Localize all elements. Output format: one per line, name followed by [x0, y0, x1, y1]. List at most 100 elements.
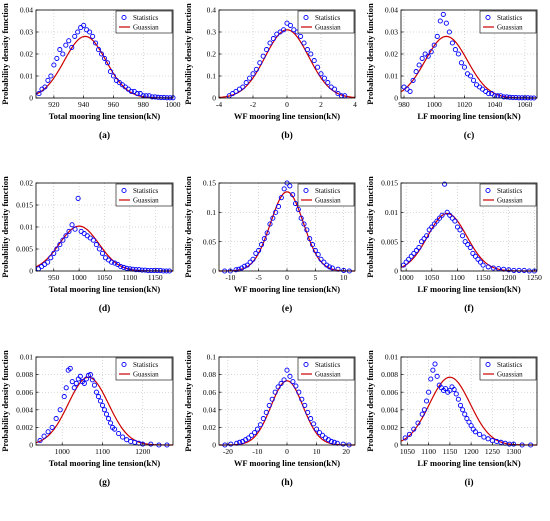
statistics-point	[403, 259, 409, 265]
legend: Statistics Guassian	[297, 183, 355, 207]
statistics-point	[298, 33, 304, 39]
statistics-point	[61, 394, 67, 400]
statistics-point	[321, 259, 327, 265]
y-tick-label: 0.08	[203, 370, 216, 379]
statistics-point	[423, 398, 430, 404]
statistics-point	[304, 227, 310, 233]
legend-fit-label: Guassian	[133, 197, 159, 205]
legend: Statistics Guassian	[115, 357, 173, 381]
statistics-point	[299, 396, 305, 402]
statistics-point	[428, 376, 434, 382]
statistics-point	[335, 91, 341, 97]
x-tick-label: 1000	[399, 273, 414, 282]
y-tick-label: 0.04	[20, 6, 33, 15]
statistics-point	[140, 441, 146, 447]
statistics-point	[270, 215, 276, 221]
statistics-point	[230, 91, 236, 97]
x-tick-label: 1200	[464, 447, 479, 456]
statistics-point	[57, 407, 63, 413]
statistics-point	[51, 62, 57, 68]
axes-frame	[35, 356, 174, 446]
panel-caption: (c)	[464, 130, 475, 141]
statistics-point	[264, 47, 270, 53]
statistics-point	[118, 264, 124, 270]
statistics-point	[91, 382, 97, 388]
statistics-point	[315, 252, 321, 258]
x-axis-label: WF mooring line tension(kN)	[234, 111, 340, 121]
y-axis-label: Probability density function	[365, 176, 375, 278]
statistics-point	[315, 64, 321, 70]
statistics-point	[107, 69, 114, 75]
statistics-point	[45, 77, 51, 83]
legend-fit-label: Guassian	[315, 197, 341, 205]
statistics-point	[90, 237, 96, 243]
x-tick-label: -2	[250, 100, 256, 109]
x-axis-label: LF mooring line tension(kN)	[417, 284, 521, 294]
statistics-point	[142, 267, 148, 273]
statistics-point	[89, 377, 95, 383]
statistics-point	[112, 260, 118, 266]
y-tick-label: 0.3	[207, 28, 217, 37]
statistics-point	[71, 385, 77, 391]
statistics-point	[447, 212, 453, 218]
statistics-point	[464, 416, 470, 422]
statistics-point	[240, 84, 246, 90]
statistics-point	[81, 22, 87, 28]
statistics-point	[253, 66, 259, 72]
statistics-point	[149, 94, 155, 100]
y-tick-label: 0.02	[385, 50, 398, 59]
statistics-point	[81, 380, 87, 386]
legend-statistics-label: Statistics	[497, 187, 523, 195]
x-tick-label: 950	[48, 273, 60, 282]
statistics-point	[157, 268, 163, 274]
legend-statistics-marker	[485, 14, 491, 21]
statistics-point	[410, 77, 416, 83]
statistics-point	[511, 441, 517, 447]
statistics-point	[278, 380, 284, 386]
legend-statistics-marker	[303, 187, 309, 194]
legend-fit-label: Guassian	[315, 371, 341, 379]
statistics-point	[290, 192, 296, 198]
x-tick-label: -5	[256, 273, 262, 282]
statistics-point	[93, 242, 99, 248]
y-tick-label: 0	[394, 267, 398, 276]
statistics-point	[437, 18, 443, 24]
statistics-point	[513, 95, 519, 101]
chart-panel-e: -10 -5 0 5 10 0 0.05 0.1 0.15 WF mooring line ten…	[183, 176, 356, 314]
y-axis-label: Probability density function	[183, 176, 193, 278]
axes-frame	[400, 182, 538, 272]
statistics-point	[443, 20, 449, 26]
statistics-point	[431, 221, 437, 227]
statistics-point	[460, 407, 466, 413]
x-tick-label: 10	[340, 273, 348, 282]
panel-caption: (g)	[99, 477, 110, 488]
statistics-point	[485, 436, 491, 442]
statistics-point	[36, 91, 42, 97]
statistics-point	[148, 441, 154, 447]
statistics-point	[506, 267, 512, 273]
legend-statistics-label: Statistics	[133, 187, 159, 195]
statistics-point	[151, 268, 157, 274]
chart-panel-g: 1000 1100 1200 0 0.002 0.004 0.006 0.008 0.01 Tot…	[0, 350, 174, 488]
statistics-point	[272, 389, 278, 395]
statistics-point	[95, 47, 102, 53]
y-axis-label: Probability density function	[183, 3, 193, 105]
statistics-point	[510, 95, 516, 101]
statistics-point	[116, 431, 122, 437]
statistics-point	[107, 420, 114, 426]
statistics-point	[416, 62, 422, 68]
statistics-point	[41, 433, 47, 439]
y-tick-label: 0	[394, 441, 398, 450]
x-tick-label: 0	[285, 100, 289, 109]
legend: Statistics Guassian	[115, 10, 173, 34]
statistics-point	[281, 186, 287, 192]
statistics-point	[415, 420, 421, 426]
y-tick-label: 0.005	[16, 245, 33, 254]
statistics-point	[477, 259, 484, 265]
statistics-point	[429, 224, 435, 230]
legend-statistics-marker	[485, 187, 491, 194]
statistics-point	[155, 94, 161, 100]
x-tick-label: 4	[353, 100, 357, 109]
statistics-point	[45, 429, 51, 435]
statistics-point	[411, 426, 417, 432]
